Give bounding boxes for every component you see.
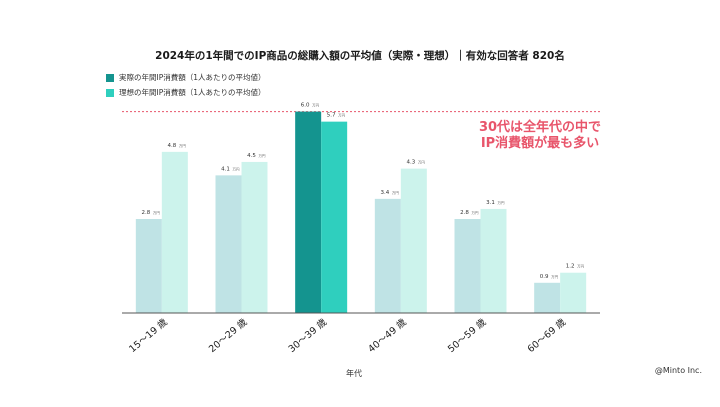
legend-swatch-actual [106, 73, 114, 82]
credit-text: @Minto Inc. [654, 366, 702, 375]
data-unit-ideal-1: 万円 [259, 154, 267, 158]
legend-swatch-ideal [106, 88, 114, 97]
data-unit-ideal-5: 万円 [577, 265, 585, 269]
data-label-actual-4: 2.8 [460, 210, 469, 216]
data-label-actual-2: 6.0 [301, 103, 310, 109]
bar-actual-4 [454, 219, 481, 313]
bar-actual-2 [295, 111, 322, 313]
data-unit-actual-4: 万円 [472, 211, 480, 215]
data-label-ideal-4: 3.1 [486, 200, 495, 206]
data-unit-actual-2: 万円 [312, 104, 319, 108]
data-label-actual-5: 0.9 [540, 274, 549, 280]
bar-ideal-3 [400, 168, 427, 313]
data-label-ideal-0: 4.8 [167, 143, 176, 149]
bar-actual-1 [215, 175, 242, 313]
data-unit-actual-3: 万円 [392, 191, 399, 195]
data-label-actual-3: 3.4 [380, 190, 389, 196]
legend-label-ideal: 理想の年間IP消費額（1人あたりの平均値） [119, 88, 266, 97]
legend-item-ideal: 理想の年間IP消費額（1人あたりの平均値） [106, 85, 266, 100]
bar-ideal-1 [241, 161, 268, 313]
data-label-ideal-3: 4.3 [406, 160, 415, 166]
data-label-actual-1: 4.1 [221, 166, 230, 172]
x-tick-label-4: 50～59 歳 [445, 316, 488, 355]
x-tick-label-0: 15～19 歳 [127, 316, 170, 355]
data-unit-ideal-4: 万円 [498, 201, 506, 205]
bar-actual-0 [135, 219, 162, 313]
legend-label-actual: 実際の年間IP消費額（1人あたりの平均値） [119, 73, 266, 82]
data-unit-actual-0: 万円 [153, 211, 160, 215]
data-label-actual-0: 2.8 [141, 210, 150, 216]
callout-line-1: 30代は全年代の中で [478, 120, 602, 135]
bar-ideal-5 [560, 272, 587, 313]
data-unit-ideal-0: 万円 [179, 144, 186, 148]
x-tick-label-1: 20～29 歳 [206, 316, 249, 355]
x-tick-label-2: 30～39 歳 [286, 316, 329, 355]
data-unit-ideal-2: 万円 [338, 114, 345, 118]
legend-item-actual: 実際の年間IP消費額（1人あたりの平均値） [106, 70, 266, 85]
callout-annotation: 30代は全年代の中で IP消費額が最も多い [470, 120, 610, 152]
data-unit-actual-5: 万円 [551, 275, 559, 279]
chart-title: 2024年の1年間でのIP商品の総購入額の平均値（実際・理想）｜有効な回答者 8… [155, 50, 565, 62]
x-tick-label-3: 40～49 歳 [366, 316, 409, 355]
data-label-ideal-5: 1.2 [566, 264, 575, 270]
x-axis-label: 年代 [346, 368, 362, 378]
callout-line-2: IP消費額が最も多い [480, 136, 600, 151]
bar-actual-5 [534, 282, 561, 313]
data-unit-ideal-3: 万円 [418, 161, 425, 165]
legend: 実際の年間IP消費額（1人あたりの平均値） 理想の年間IP消費額（1人あたりの平… [106, 70, 266, 100]
bar-actual-3 [374, 198, 401, 313]
data-label-ideal-2: 5.7 [327, 113, 336, 119]
bar-ideal-0 [161, 151, 188, 313]
data-label-ideal-1: 4.5 [247, 153, 256, 159]
bar-ideal-4 [480, 208, 507, 313]
x-tick-label-5: 60～69 歳 [525, 316, 568, 355]
bar-ideal-2 [321, 121, 348, 314]
data-unit-actual-1: 万円 [233, 167, 240, 171]
